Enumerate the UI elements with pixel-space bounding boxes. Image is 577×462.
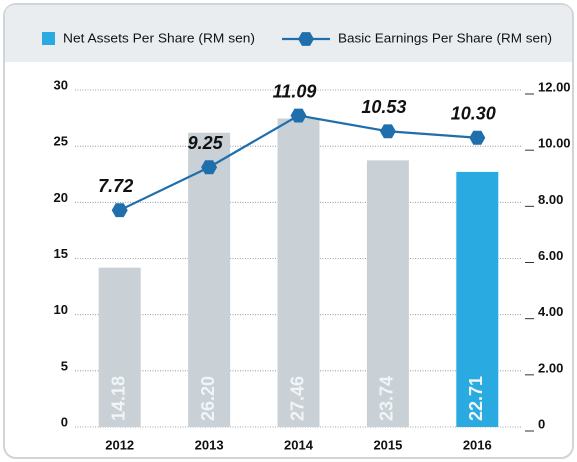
line-value-label: 9.25 [188,133,224,153]
bar [456,171,499,427]
line-value-label: 11.09 [273,81,317,101]
line-value-label: 10.53 [361,97,406,117]
legend-marker [298,32,314,46]
x-tick-label: 2013 [195,437,224,452]
x-tick-label: 2016 [463,437,492,452]
y2-tick-label: 0 [538,416,545,431]
line-marker [111,203,128,218]
x-tick-label: 2014 [284,437,314,452]
line-marker [379,124,396,139]
y2-tick-label: 12.00 [538,79,571,94]
y2-tick-label: 4.00 [538,304,563,319]
bar-value-label: 23.74 [377,376,397,421]
legend-swatch [42,32,55,45]
y2-tick-label: 2.00 [538,360,563,375]
x-tick-label: 2015 [373,437,402,452]
y2-tick-label: 6.00 [538,248,563,263]
line-value-label: 10.30 [451,103,496,123]
bar [277,118,320,428]
y2-tick-label: 8.00 [538,192,563,207]
legend-band [5,5,572,62]
bar-value-label: 14.18 [108,376,128,421]
bar-value-label: 22.71 [466,376,486,421]
y-tick-label: 25 [54,134,68,149]
bar-value-label: 26.20 [198,376,218,421]
legend-label: Net Assets Per Share (RM sen) [63,30,255,45]
line-marker [290,108,307,123]
bar [98,267,141,427]
x-tick-label: 2012 [105,437,134,452]
y-tick-label: 15 [54,246,68,261]
bar [188,132,231,428]
y-tick-label: 0 [61,414,68,429]
bar [366,160,409,427]
y-tick-label: 30 [54,77,68,92]
legend-label: Basic Earnings Per Share (RM sen) [338,30,552,45]
line-marker [469,130,486,145]
y2-tick-label: 10.00 [538,136,571,151]
y-tick-label: 20 [54,190,68,205]
line-marker [201,160,218,175]
y-tick-label: 5 [61,358,68,373]
y-tick-label: 10 [54,302,68,317]
line-value-label: 7.72 [98,176,133,196]
bar-value-label: 27.46 [287,376,307,421]
